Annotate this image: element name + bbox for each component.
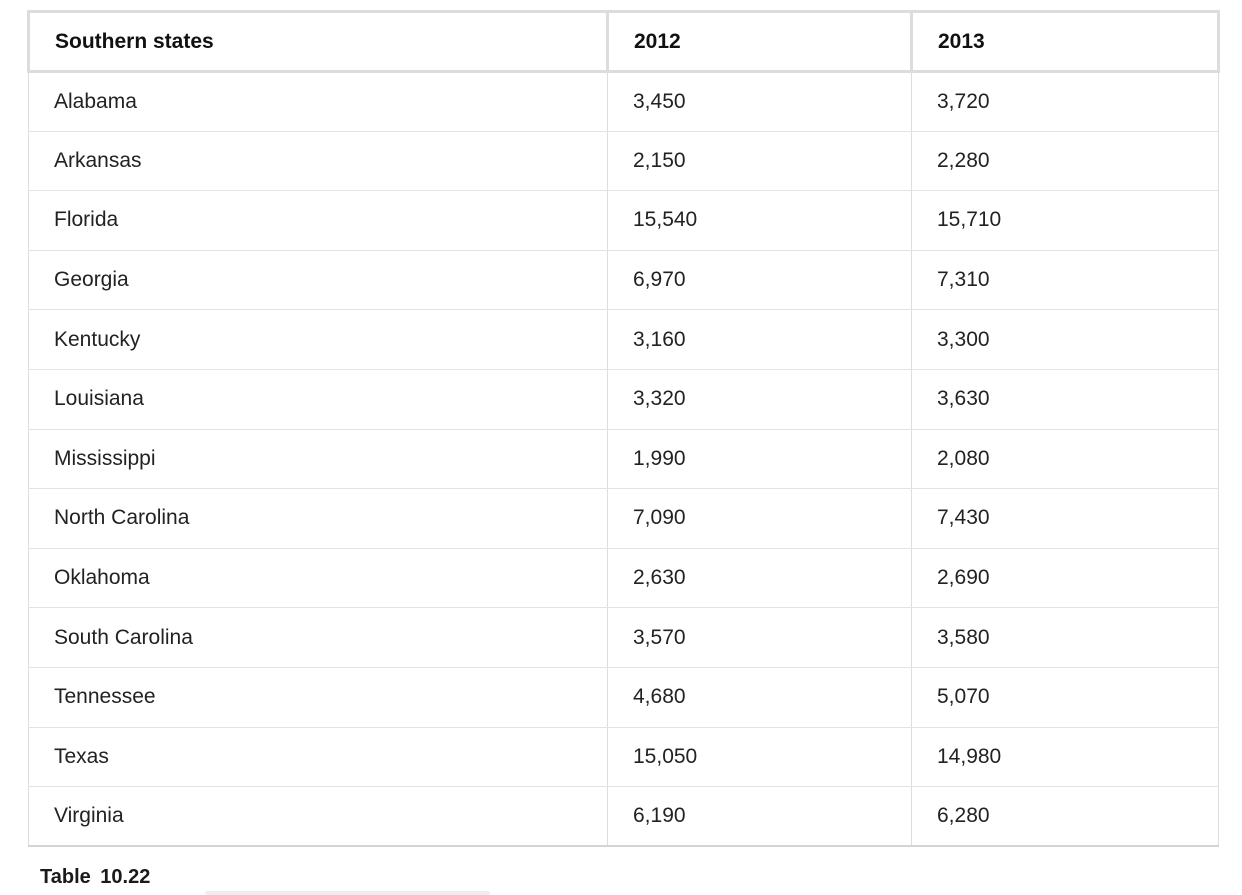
table-row: North Carolina 7,090 7,430 xyxy=(28,488,1219,549)
cell-2013: 7,310 xyxy=(911,250,1219,311)
cell-2012: 3,570 xyxy=(607,607,912,668)
table-row: Arkansas 2,150 2,280 xyxy=(28,131,1219,192)
table-row: Tennessee 4,680 5,070 xyxy=(28,667,1219,728)
cell-state: North Carolina xyxy=(28,488,608,549)
cell-state: Alabama xyxy=(28,71,608,132)
cell-2012: 6,190 xyxy=(607,786,912,848)
cell-state: Oklahoma xyxy=(28,548,608,609)
table-row: Kentucky 3,160 3,300 xyxy=(28,309,1219,370)
cell-state: Virginia xyxy=(28,786,608,848)
table-body: Alabama 3,450 3,720 Arkansas 2,150 2,280… xyxy=(28,71,1219,848)
table-row: Florida 15,540 15,710 xyxy=(28,190,1219,251)
cell-state: Florida xyxy=(28,190,608,251)
header-2012: 2012 xyxy=(606,10,913,73)
cell-2012: 7,090 xyxy=(607,488,912,549)
table-row: Oklahoma 2,630 2,690 xyxy=(28,548,1219,609)
cell-2012: 3,450 xyxy=(607,71,912,132)
table-row: Louisiana 3,320 3,630 xyxy=(28,369,1219,430)
caption-divider xyxy=(205,891,490,895)
table-header: Southern states 2012 2013 xyxy=(27,10,1220,73)
table-row: Texas 15,050 14,980 xyxy=(28,727,1219,788)
table-caption: Table 10.22 xyxy=(40,866,151,888)
data-table: Southern states 2012 2013 Alabama 3,450 … xyxy=(27,10,1220,848)
table-row: Mississippi 1,990 2,080 xyxy=(28,429,1219,490)
cell-2012: 15,540 xyxy=(607,190,912,251)
cell-2012: 15,050 xyxy=(607,727,912,788)
header-2013: 2013 xyxy=(910,10,1220,73)
cell-2012: 1,990 xyxy=(607,429,912,490)
cell-2013: 3,630 xyxy=(911,369,1219,430)
cell-2013: 2,080 xyxy=(911,429,1219,490)
cell-state: Kentucky xyxy=(28,309,608,370)
table-row: Virginia 6,190 6,280 xyxy=(28,786,1219,848)
cell-state: South Carolina xyxy=(28,607,608,668)
cell-2013: 5,070 xyxy=(911,667,1219,728)
cell-2012: 6,970 xyxy=(607,250,912,311)
cell-state: Arkansas xyxy=(28,131,608,192)
cell-2013: 2,280 xyxy=(911,131,1219,192)
cell-2012: 3,160 xyxy=(607,309,912,370)
table-row: Georgia 6,970 7,310 xyxy=(28,250,1219,311)
data-table-container: Southern states 2012 2013 Alabama 3,450 … xyxy=(27,10,1220,848)
cell-state: Mississippi xyxy=(28,429,608,490)
cell-2013: 7,430 xyxy=(911,488,1219,549)
cell-2013: 3,580 xyxy=(911,607,1219,668)
table-row: South Carolina 3,570 3,580 xyxy=(28,607,1219,668)
header-row: Southern states 2012 2013 xyxy=(27,10,1220,73)
table-row: Alabama 3,450 3,720 xyxy=(28,71,1219,132)
cell-state: Texas xyxy=(28,727,608,788)
header-states: Southern states xyxy=(27,10,609,73)
cell-2013: 3,300 xyxy=(911,309,1219,370)
cell-state: Tennessee xyxy=(28,667,608,728)
cell-2012: 4,680 xyxy=(607,667,912,728)
cell-2013: 3,720 xyxy=(911,71,1219,132)
cell-state: Louisiana xyxy=(28,369,608,430)
cell-2013: 14,980 xyxy=(911,727,1219,788)
cell-2012: 2,630 xyxy=(607,548,912,609)
cell-2013: 15,710 xyxy=(911,190,1219,251)
cell-state: Georgia xyxy=(28,250,608,311)
cell-2012: 2,150 xyxy=(607,131,912,192)
cell-2013: 2,690 xyxy=(911,548,1219,609)
cell-2012: 3,320 xyxy=(607,369,912,430)
cell-2013: 6,280 xyxy=(911,786,1219,848)
